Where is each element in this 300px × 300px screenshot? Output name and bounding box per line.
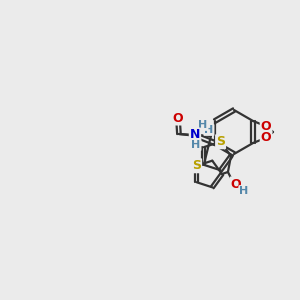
Text: H: H (204, 125, 214, 135)
Text: O: O (172, 112, 183, 124)
Text: O: O (261, 120, 271, 133)
Text: O: O (261, 131, 271, 144)
Text: H: H (198, 120, 208, 130)
Text: S: S (216, 135, 225, 148)
Text: S: S (192, 159, 201, 172)
Text: N: N (190, 128, 200, 142)
Text: H: H (239, 186, 249, 196)
Text: H: H (191, 140, 201, 150)
Text: O: O (231, 178, 241, 190)
